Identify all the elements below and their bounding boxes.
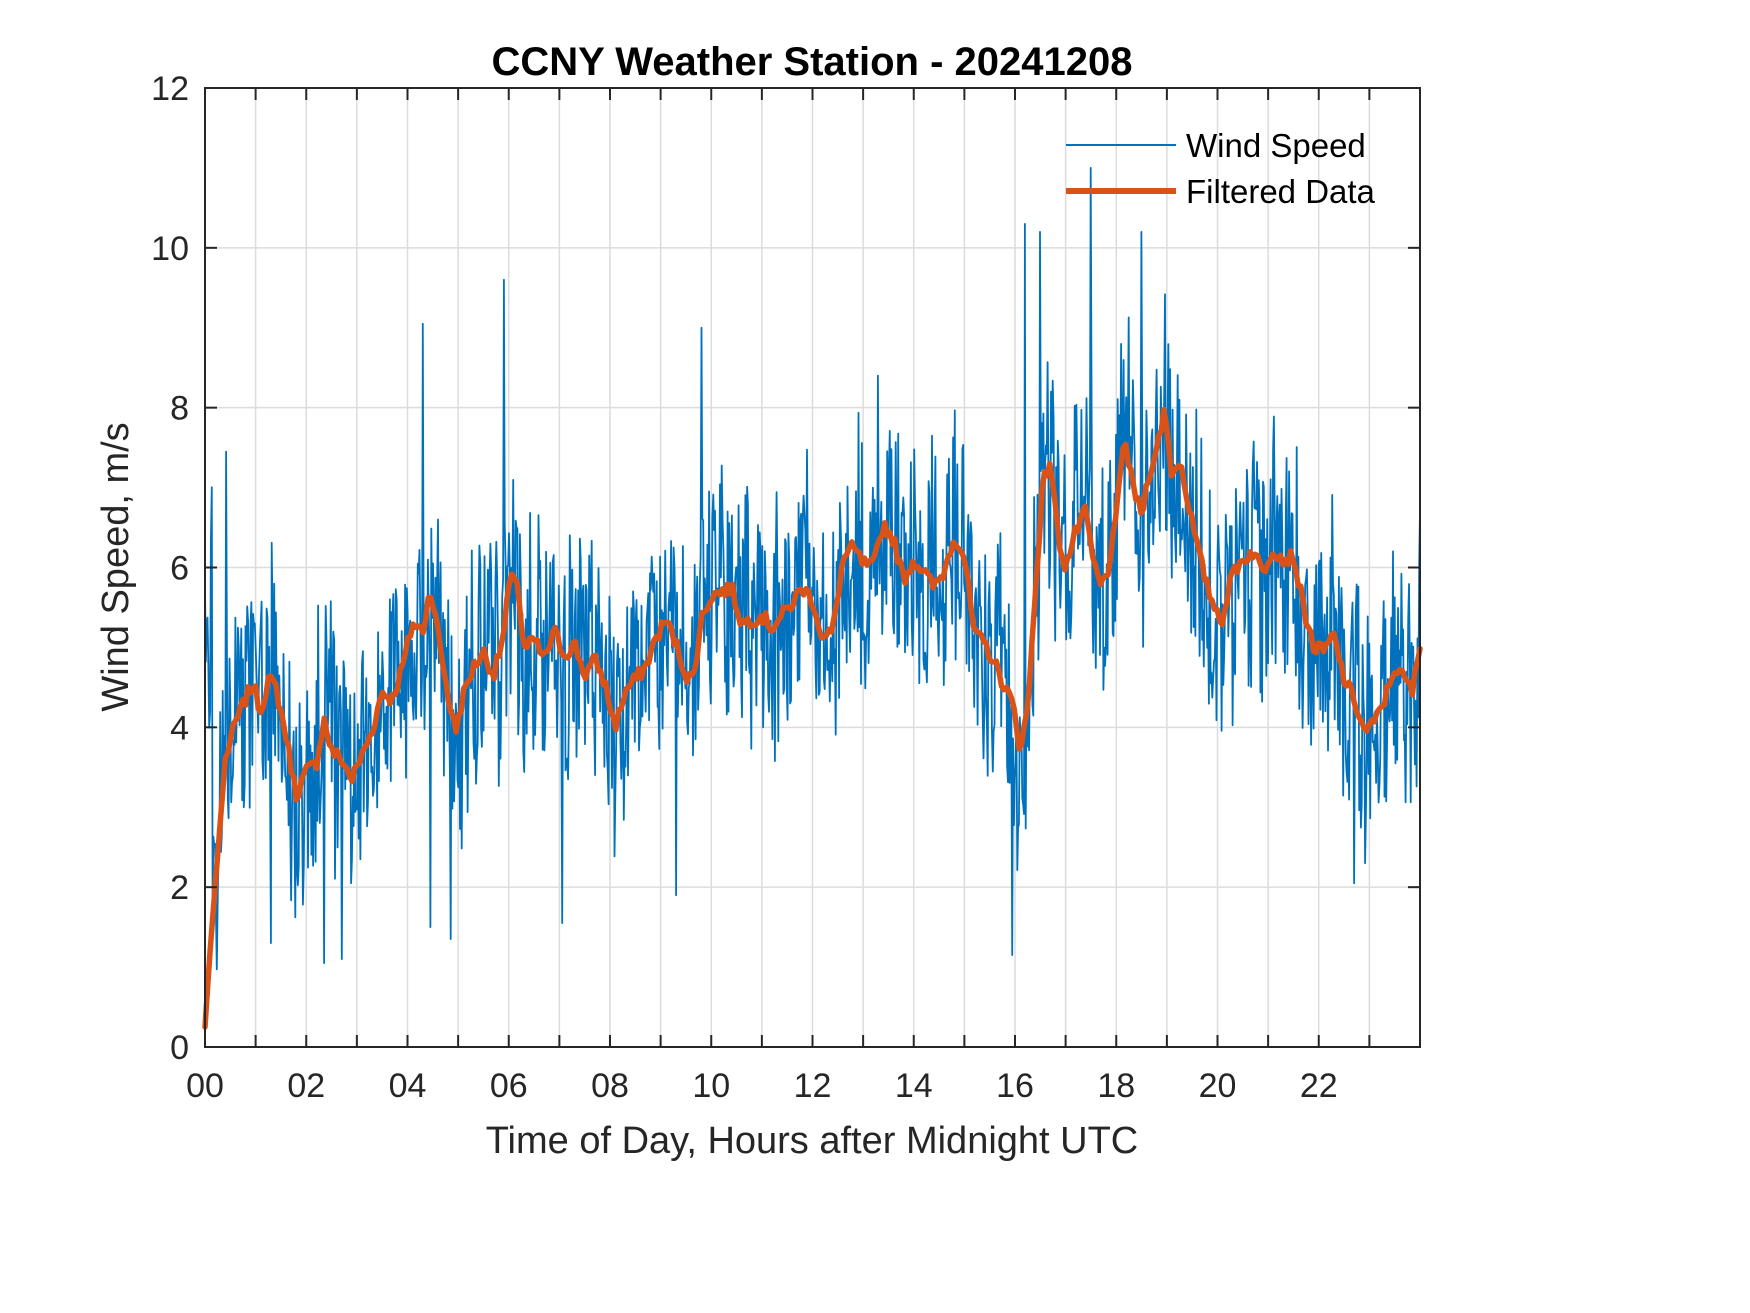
grid-lines — [205, 88, 1420, 1047]
x-tick-label: 22 — [1300, 1067, 1338, 1105]
y-axis-ticks: 0 2 4 6 8 10 12 — [151, 70, 1420, 1067]
x-axis-ticks: 00 02 04 06 08 10 12 14 16 18 20 22 — [186, 88, 1421, 1105]
x-tick-label: 12 — [794, 1067, 832, 1105]
series-wind-speed — [204, 167, 1421, 971]
series-filtered-data — [202, 406, 1423, 1030]
x-tick-label: 04 — [389, 1067, 427, 1105]
filtered-data-line — [202, 406, 1423, 1030]
x-axis-title: Time of Day, Hours after Midnight UTC — [486, 1120, 1139, 1162]
y-tick-label: 8 — [170, 390, 189, 428]
y-tick-label: 4 — [170, 709, 189, 747]
y-tick-label: 10 — [151, 230, 189, 268]
x-tick-label: 10 — [692, 1067, 730, 1105]
y-tick-label: 6 — [170, 550, 189, 588]
y-axis-title: Wind Speed, m/s — [95, 422, 137, 711]
x-tick-label: 20 — [1199, 1067, 1237, 1105]
x-tick-label: 06 — [490, 1067, 528, 1105]
chart-title: CCNY Weather Station - 20241208 — [492, 40, 1133, 84]
x-tick-label: 16 — [996, 1067, 1034, 1105]
y-tick-label: 0 — [170, 1029, 189, 1067]
x-tick-label: 08 — [591, 1067, 629, 1105]
y-tick-label: 12 — [151, 70, 189, 108]
y-tick-label: 2 — [170, 869, 189, 907]
x-tick-label: 02 — [287, 1067, 325, 1105]
legend-label-wind-speed: Wind Speed — [1186, 127, 1366, 164]
x-tick-label: 14 — [895, 1067, 933, 1105]
legend: Wind Speed Filtered Data — [1066, 127, 1376, 210]
x-tick-label: 00 — [186, 1067, 224, 1105]
x-tick-label: 18 — [1097, 1067, 1135, 1105]
legend-label-filtered-data: Filtered Data — [1186, 173, 1376, 210]
wind-speed-line — [204, 167, 1421, 971]
